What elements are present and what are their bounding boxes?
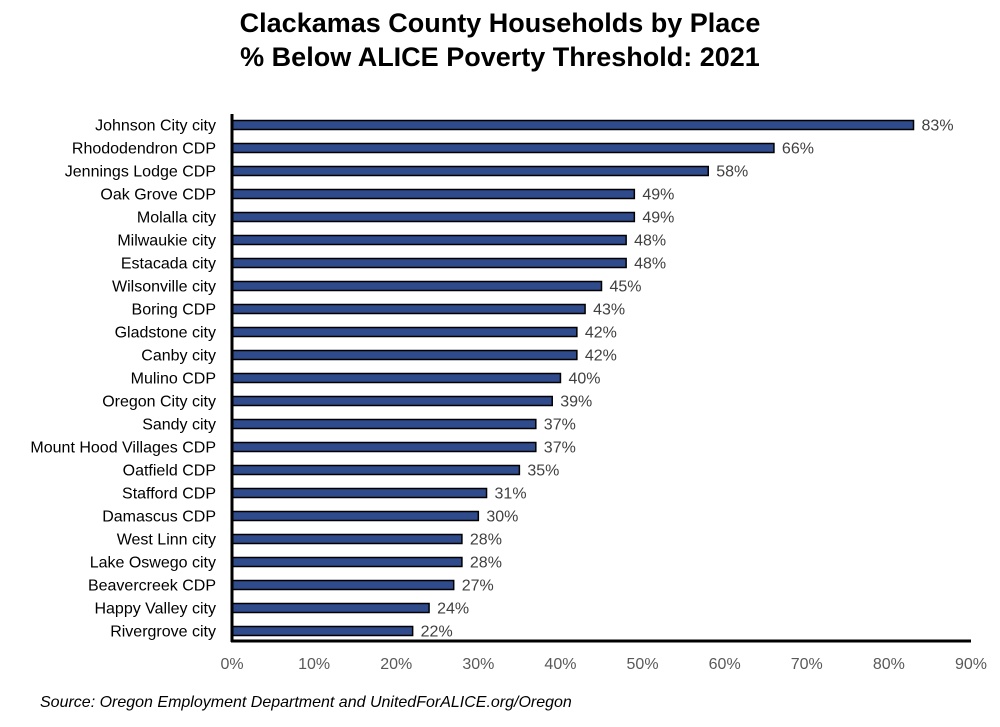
data-label: 22% xyxy=(421,624,453,641)
bar xyxy=(231,418,537,430)
bar xyxy=(231,372,562,384)
bar xyxy=(231,464,521,476)
category-label: Rhododendron CDP xyxy=(72,141,216,158)
category-label: West Linn city xyxy=(117,532,216,549)
x-tick-label: 60% xyxy=(709,656,741,673)
bar xyxy=(231,119,915,131)
data-label: 48% xyxy=(634,233,666,250)
data-label: 43% xyxy=(593,302,625,319)
x-tick-label: 0% xyxy=(220,656,243,673)
bar xyxy=(231,579,455,591)
bar xyxy=(231,303,586,315)
data-label: 48% xyxy=(634,256,666,273)
bar xyxy=(231,326,578,338)
category-label: Stafford CDP xyxy=(122,486,216,503)
bar xyxy=(231,510,480,522)
category-label: Estacada city xyxy=(121,256,216,273)
bar xyxy=(231,487,488,499)
category-label: Rivergrove city xyxy=(110,624,216,641)
bar xyxy=(231,142,775,154)
bar xyxy=(231,441,537,453)
data-label: 28% xyxy=(470,555,502,572)
bar xyxy=(231,349,578,361)
x-tick-label: 80% xyxy=(873,656,905,673)
category-label: Canby city xyxy=(141,348,216,365)
category-label: Damascus CDP xyxy=(102,509,216,526)
bar xyxy=(231,625,414,637)
x-tick-label: 40% xyxy=(544,656,576,673)
category-label: Milwaukie city xyxy=(117,233,216,250)
category-label: Johnson City city xyxy=(95,118,216,135)
category-label: Boring CDP xyxy=(132,302,216,319)
chart-title-block: Clackamas County Households by Place % B… xyxy=(0,6,1000,74)
chart-title: Clackamas County Households by Place xyxy=(239,8,761,38)
bar xyxy=(231,395,553,407)
data-label: 66% xyxy=(782,141,814,158)
bar xyxy=(231,556,463,568)
data-label: 31% xyxy=(495,486,527,503)
data-label: 30% xyxy=(486,509,518,526)
category-label: Oregon City city xyxy=(102,394,216,411)
data-label: 49% xyxy=(642,187,674,204)
category-label: Happy Valley city xyxy=(94,601,216,618)
category-label: Jennings Lodge CDP xyxy=(65,164,216,181)
category-label: Sandy city xyxy=(142,417,216,434)
data-label: 40% xyxy=(568,371,600,388)
x-tick-label: 90% xyxy=(955,656,987,673)
data-label: 37% xyxy=(544,440,576,457)
bar xyxy=(231,165,709,177)
data-label: 39% xyxy=(560,394,592,411)
category-label: Beavercreek CDP xyxy=(88,578,216,595)
data-label: 83% xyxy=(922,118,954,135)
x-tick-label: 30% xyxy=(462,656,494,673)
bar xyxy=(231,257,627,269)
bar xyxy=(231,234,627,246)
category-label: Oatfield CDP xyxy=(123,463,216,480)
source-note: Source: Oregon Employment Department and… xyxy=(40,694,572,711)
category-label: Oak Grove CDP xyxy=(100,187,216,204)
data-label: 24% xyxy=(437,601,469,618)
bar xyxy=(231,188,636,200)
x-tick-label: 20% xyxy=(380,656,412,673)
data-label: 58% xyxy=(716,164,748,181)
category-label: Lake Oswego city xyxy=(90,555,216,572)
data-label: 45% xyxy=(610,279,642,296)
bar xyxy=(231,533,463,545)
category-label: Mount Hood Villages CDP xyxy=(30,440,216,457)
category-label: Mulino CDP xyxy=(131,371,216,388)
data-label: 28% xyxy=(470,532,502,549)
data-label: 42% xyxy=(585,348,617,365)
chart-subtitle: % Below ALICE Poverty Threshold: 2021 xyxy=(240,42,760,72)
x-tick-label: 70% xyxy=(791,656,823,673)
data-label: 37% xyxy=(544,417,576,434)
data-label: 42% xyxy=(585,325,617,342)
category-label: Molalla city xyxy=(137,210,216,227)
data-label: 27% xyxy=(462,578,494,595)
x-tick-label: 50% xyxy=(627,656,659,673)
bar xyxy=(231,602,430,614)
data-label: 49% xyxy=(642,210,674,227)
bar xyxy=(231,280,603,292)
data-label: 35% xyxy=(527,463,559,480)
category-label: Gladstone city xyxy=(115,325,216,342)
x-tick-label: 10% xyxy=(298,656,330,673)
category-label: Wilsonville city xyxy=(112,279,216,296)
bar xyxy=(231,211,636,223)
